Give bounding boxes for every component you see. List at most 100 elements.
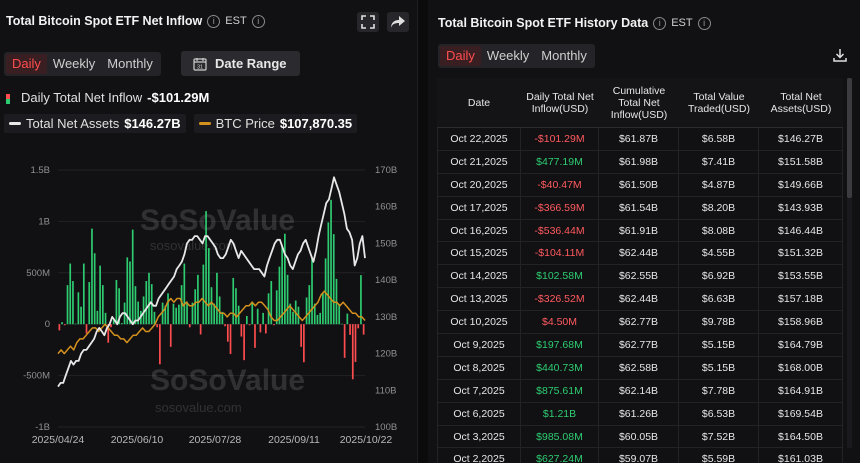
inflow-bar [205, 211, 207, 325]
table-row[interactable]: Oct 6,2025 $1.21B $61.26B $6.53B $169.54B [437, 402, 843, 426]
legend-inflow[interactable]: Daily Total Net Inflow -$101.29M [6, 90, 209, 105]
fullscreen-icon[interactable] [357, 12, 379, 32]
cell-traded: $4.55B [679, 242, 759, 265]
download-icon[interactable] [832, 47, 848, 68]
inflow-bar [357, 324, 360, 329]
inflow-bar [256, 308, 259, 325]
table-timezone-info-icon[interactable]: i [697, 16, 711, 30]
share-icon[interactable] [387, 12, 409, 32]
table-title: Total Bitcoin Spot ETF History Data [438, 16, 649, 30]
table-row[interactable]: Oct 8,2025 $440.73M $62.58B $5.15B $168.00B [437, 356, 843, 380]
inflow-bar [316, 314, 319, 325]
inflow-bar [319, 312, 322, 325]
table-row[interactable]: Oct 2,2025 $627.24M $59.07B $5.59B $161.03B [437, 448, 843, 463]
inflow-bar [349, 324, 351, 335]
table-tab-monthly[interactable]: Monthly [541, 48, 587, 63]
cell-date: Oct 20,2025 [437, 173, 521, 196]
inflow-bar [183, 263, 186, 325]
inflow-bar [186, 301, 188, 325]
tab-weekly[interactable]: Weekly [52, 56, 96, 71]
cell-inflow: -$366.59M [521, 196, 599, 219]
legend-assets[interactable]: Total Net Assets $146.27B [4, 114, 186, 133]
inflow-bar [126, 257, 129, 325]
cell-inflow: $477.19M [521, 150, 599, 173]
right-title-row: Total Bitcoin Spot ETF History Data i ES… [438, 16, 711, 30]
inflow-bar [145, 281, 148, 325]
cell-traded: $6.63B [679, 288, 759, 311]
legend-assets-name: Total Net Assets [26, 116, 120, 131]
inflow-chart[interactable]: SoSoValuesosovalue.comSoSoValuesosovalue… [0, 150, 418, 463]
inflow-bar [300, 324, 302, 347]
info-icon[interactable]: i [207, 14, 221, 28]
inflow-bar [259, 324, 262, 333]
inflow-bar [267, 293, 270, 325]
cell-inflow: $1.21B [521, 402, 599, 425]
svg-text:31: 31 [197, 64, 203, 70]
cell-traded: $6.53B [679, 402, 759, 425]
cell-cumulative: $61.54B [599, 196, 679, 219]
inflow-bar [264, 324, 267, 334]
table-row[interactable]: Oct 7,2025 $875.61M $62.14B $7.78B $164.91B [437, 379, 843, 403]
date-range-button[interactable]: 31 Date Range [181, 51, 300, 76]
cell-cumulative: $61.26B [599, 402, 679, 425]
inflow-bar [245, 315, 248, 325]
cell-inflow: $627.24M [521, 448, 599, 463]
col-header-cumulative[interactable]: Cumulative Total Net Inflow(USD) [610, 84, 668, 121]
table-row[interactable]: Oct 9,2025 $197.68M $62.77B $5.15B $164.79B [437, 334, 843, 357]
col-header-inflow[interactable]: Daily Total Net Inflow(USD) [526, 90, 594, 115]
inflow-bar [99, 265, 101, 325]
table-row[interactable]: Oct 13,2025 -$326.52M $62.44B $6.63B $157.18… [437, 288, 843, 312]
inflow-bar [216, 272, 218, 325]
inflow-bar [332, 234, 335, 325]
cell-assets: $164.50B [759, 425, 843, 448]
cell-cumulative: $61.91B [599, 219, 679, 242]
cell-inflow: $875.61M [521, 379, 599, 402]
table-row[interactable]: Oct 22,2025 -$101.29M $61.87B $6.58B $146.27… [437, 128, 843, 151]
cell-traded: $7.78B [679, 379, 759, 402]
cell-assets: $149.66B [759, 173, 843, 196]
legend-btc[interactable]: BTC Price $107,870.35 [193, 114, 358, 133]
legend-row-2: Total Net Assets $146.27B BTC Price $107… [4, 114, 358, 133]
inflow-bar [224, 324, 226, 327]
table-row[interactable]: Oct 16,2025 -$536.44M $61.91B $8.08B $146.44… [437, 219, 843, 243]
cell-assets: $164.79B [759, 334, 843, 356]
table-row[interactable]: Oct 14,2025 $102.58M $62.55B $6.92B $153.55B [437, 265, 843, 289]
col-header-date[interactable]: Date [467, 96, 491, 109]
btc-price-line [57, 290, 366, 355]
tab-daily[interactable]: Daily [6, 54, 47, 74]
cell-cumulative: $62.58B [599, 356, 679, 379]
cell-traded: $9.78B [679, 311, 759, 334]
table-tab-weekly[interactable]: Weekly [486, 48, 530, 63]
inflow-bar [218, 296, 221, 325]
inflow-bar [338, 303, 341, 325]
table-tab-daily[interactable]: Daily [440, 46, 481, 66]
cell-assets: $168.00B [759, 356, 843, 379]
table-row[interactable]: Oct 21,2025 $477.19M $61.98B $7.41B $151.58B [437, 150, 843, 174]
inflow-bar [229, 324, 232, 355]
tab-monthly[interactable]: Monthly [107, 56, 153, 71]
inflow-bar [80, 306, 82, 325]
table-row[interactable]: Oct 20,2025 -$40.47M $61.50B $4.87B $149.66B [437, 173, 843, 197]
inflow-bar [69, 263, 72, 325]
inflow-bar [284, 233, 286, 325]
cell-cumulative: $62.77B [599, 311, 679, 334]
col-header-assets[interactable]: Total Net Assets(USD) [770, 90, 832, 115]
table-info-icon[interactable]: i [653, 16, 667, 30]
inflow-legend-icon [6, 93, 10, 104]
inflow-bar [58, 324, 61, 331]
inflow-bar [175, 307, 178, 325]
timezone-info-icon[interactable]: i [251, 14, 265, 28]
inflow-bar [88, 282, 91, 325]
table-row[interactable]: Oct 17,2025 -$366.59M $61.54B $8.20B $143.93… [437, 196, 843, 220]
inflow-bar [346, 313, 349, 325]
inflow-bar [153, 311, 156, 325]
inflow-bar [343, 324, 346, 358]
inflow-bar [308, 285, 311, 325]
table-scrollbar[interactable] [847, 78, 852, 448]
cell-cumulative: $62.44B [599, 242, 679, 265]
table-row[interactable]: Oct 3,2025 $985.08M $60.05B $7.52B $164.50B [437, 425, 843, 449]
col-header-traded[interactable]: Total Value Traded(USD) [687, 90, 751, 115]
table-row[interactable]: Oct 10,2025 $4.50M $62.77B $9.78B $158.96B [437, 311, 843, 335]
table-row[interactable]: Oct 15,2025 -$104.11M $62.44B $4.55B $151.32… [437, 242, 843, 266]
scrollbar-thumb[interactable] [847, 78, 852, 198]
